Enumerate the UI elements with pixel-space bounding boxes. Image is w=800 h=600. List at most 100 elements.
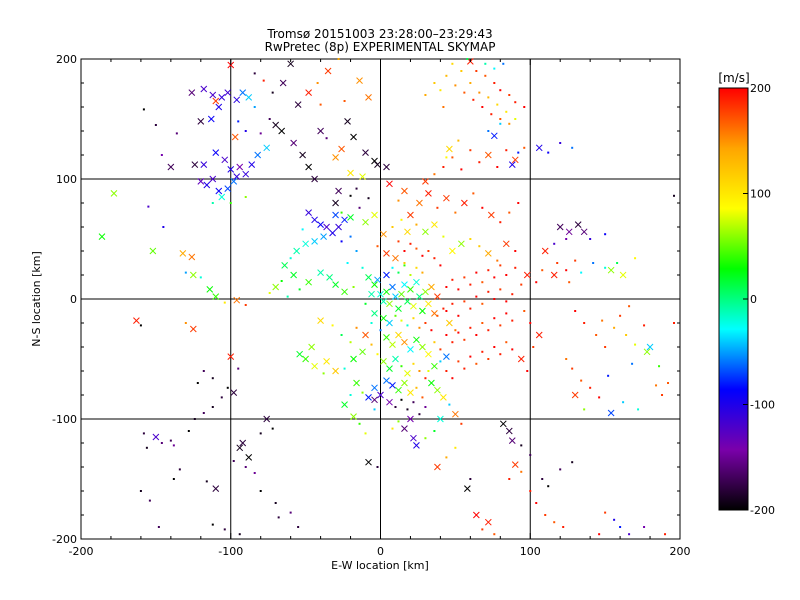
data-point-x bbox=[580, 228, 588, 236]
data-point-dot bbox=[244, 466, 247, 468]
data-point-dot bbox=[244, 130, 247, 132]
data-point-dot bbox=[406, 324, 409, 327]
data-point-dot bbox=[460, 70, 463, 72]
data-point-x bbox=[236, 444, 244, 452]
data-point-dot bbox=[271, 427, 274, 430]
data-point-x bbox=[305, 163, 312, 171]
data-point-dot bbox=[286, 295, 289, 298]
data-point-x bbox=[248, 161, 256, 168]
x-tick-label: 100 bbox=[520, 545, 541, 558]
data-point-dot bbox=[397, 240, 400, 243]
data-point-dot bbox=[463, 367, 466, 370]
data-point-dot bbox=[514, 118, 517, 120]
data-point-dot bbox=[244, 196, 247, 198]
data-point-dot bbox=[211, 377, 214, 380]
data-point-dot bbox=[400, 365, 403, 368]
data-point-x bbox=[317, 269, 324, 276]
data-point-x bbox=[215, 187, 223, 195]
data-point-x bbox=[197, 178, 205, 185]
data-point-x bbox=[550, 271, 558, 279]
data-point-dot bbox=[343, 100, 346, 102]
data-point-x bbox=[332, 367, 339, 375]
data-point-x bbox=[404, 298, 411, 305]
data-point-x bbox=[395, 331, 402, 339]
data-point-dot bbox=[412, 362, 415, 365]
data-point-dot bbox=[139, 490, 142, 492]
data-point-x bbox=[188, 89, 196, 96]
data-point-x bbox=[425, 300, 432, 308]
data-point-x bbox=[523, 271, 531, 279]
data-point-x bbox=[437, 415, 444, 423]
data-point-dot bbox=[643, 324, 646, 327]
data-point-x bbox=[383, 163, 390, 171]
data-point-x bbox=[227, 166, 235, 173]
data-point-dot bbox=[583, 322, 586, 324]
data-point-dot bbox=[349, 394, 352, 396]
data-point-x bbox=[646, 343, 654, 351]
data-point-x bbox=[302, 240, 309, 248]
data-point-dot bbox=[289, 257, 292, 260]
data-point-dot bbox=[442, 166, 445, 168]
data-point-x bbox=[386, 398, 393, 406]
data-point-dot bbox=[463, 300, 466, 303]
data-point-dot bbox=[565, 269, 568, 272]
data-point-dot bbox=[412, 317, 415, 320]
data-point-x bbox=[362, 218, 369, 226]
data-point-dot bbox=[406, 408, 409, 411]
data-point-x bbox=[619, 271, 627, 279]
data-point-x bbox=[272, 121, 280, 129]
data-point-x bbox=[490, 132, 498, 140]
data-point-dot bbox=[162, 226, 165, 228]
data-point-dot bbox=[505, 341, 508, 344]
data-point-x bbox=[380, 358, 387, 365]
data-point-x bbox=[209, 175, 217, 183]
data-point-x bbox=[323, 223, 330, 231]
data-point-x bbox=[401, 281, 408, 288]
data-point-dot bbox=[237, 120, 240, 123]
data-point-x bbox=[434, 386, 441, 394]
data-point-dot bbox=[529, 454, 532, 456]
data-point-x bbox=[484, 151, 492, 159]
data-point-dot bbox=[172, 444, 175, 447]
data-point-x bbox=[407, 415, 414, 423]
data-point-x bbox=[218, 94, 226, 101]
data-point-dot bbox=[325, 137, 328, 140]
data-point-dot bbox=[454, 446, 457, 449]
data-point-dot bbox=[139, 324, 142, 327]
data-point-dot bbox=[280, 280, 283, 282]
data-point-dot bbox=[373, 408, 376, 411]
data-point-dot bbox=[457, 314, 460, 317]
data-point-dot bbox=[445, 334, 448, 336]
data-point-dot bbox=[427, 250, 430, 252]
data-point-x bbox=[209, 91, 217, 99]
data-point-dot bbox=[454, 84, 457, 87]
data-point-dot bbox=[526, 370, 529, 372]
data-point-dot bbox=[148, 499, 151, 502]
data-point-x bbox=[422, 288, 429, 296]
data-point-dot bbox=[220, 396, 223, 399]
data-point-x bbox=[200, 161, 208, 168]
data-point-dot bbox=[184, 322, 187, 324]
data-point-x bbox=[392, 355, 399, 363]
data-point-dot bbox=[415, 247, 418, 250]
y-tick-label: 100 bbox=[56, 173, 77, 186]
data-point-x bbox=[293, 247, 300, 255]
data-point-dot bbox=[154, 124, 157, 126]
data-point-dot bbox=[223, 528, 226, 531]
data-point-dot bbox=[493, 317, 496, 320]
data-point-dot bbox=[559, 468, 562, 471]
data-point-x bbox=[643, 348, 651, 356]
data-point-dot bbox=[523, 310, 526, 312]
data-point-dot bbox=[361, 391, 364, 394]
colorbar-tick-label: 0 bbox=[750, 293, 757, 306]
data-point-dot bbox=[451, 377, 454, 380]
data-point-x bbox=[371, 281, 378, 288]
data-point-dot bbox=[463, 338, 466, 341]
data-point-dot bbox=[445, 286, 448, 288]
data-point-x bbox=[279, 79, 287, 87]
data-point-dot bbox=[169, 439, 172, 442]
data-point-dot bbox=[580, 271, 583, 274]
data-point-dot bbox=[430, 329, 433, 332]
data-point-x bbox=[189, 325, 197, 333]
data-point-x bbox=[407, 389, 414, 396]
